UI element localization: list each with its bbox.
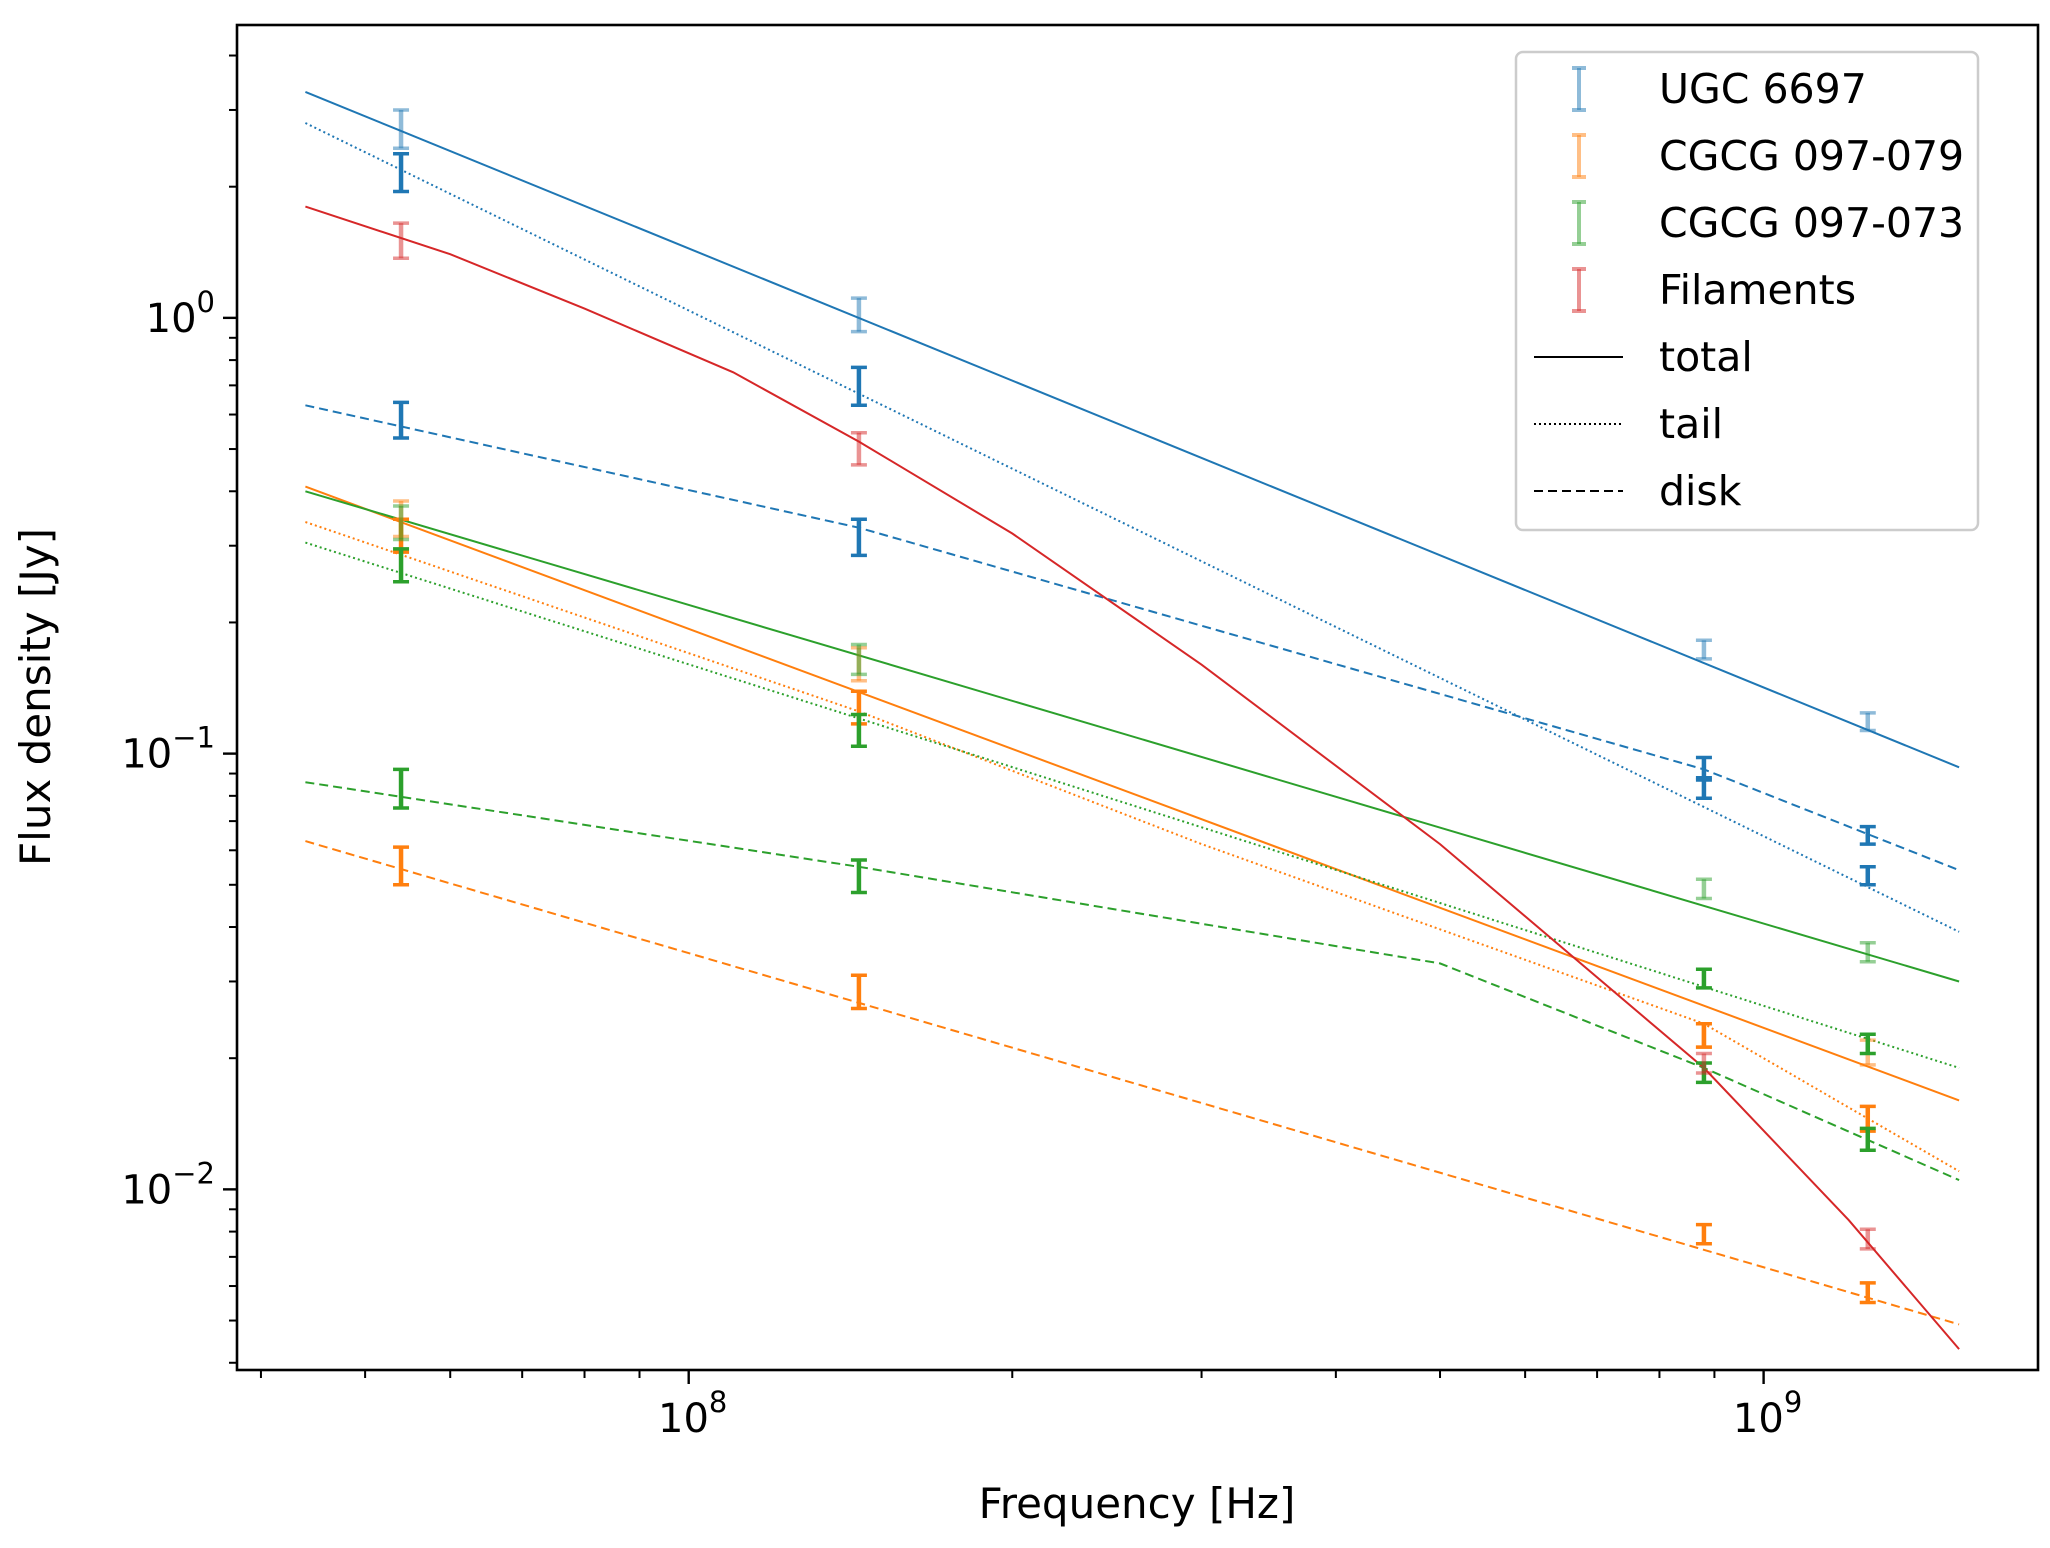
- errorbar-cgcg-097-079-disk-1: [850, 973, 867, 1011]
- series-line-cgcg-097-079-tail: [305, 521, 1960, 1173]
- series-line-ugc-6697-tail: [304, 122, 1960, 933]
- errorbar-ugc-6697-tail-3: [1859, 865, 1876, 887]
- x-axis-title: Frequency [Hz]: [979, 1479, 1296, 1528]
- legend-label: disk: [1659, 467, 1742, 515]
- legend-item-cgcg-097-079: CGCG 097-079: [1572, 132, 1964, 180]
- errorbar-cgcg-097-079-tail-2: [1695, 1021, 1712, 1049]
- errorbar-filaments-2: [1695, 1051, 1712, 1075]
- errorbar-cgcg-097-073-0: [393, 504, 410, 542]
- errorbar-cgcg-097-073-tail-3: [1859, 1032, 1876, 1056]
- series-line-cgcg-097-079-disk: [305, 840, 1960, 1326]
- errorbar-filaments-3: [1859, 1227, 1876, 1251]
- errorbar-ugc-6697-disk-3: [1859, 824, 1876, 846]
- errorbar-filaments-1: [850, 430, 867, 467]
- series-line-cgcg-097-073-disk: [305, 781, 1960, 1182]
- errorbar-cgcg-097-073-tail-1: [850, 712, 867, 748]
- errorbar-ugc-6697-2: [1695, 638, 1712, 661]
- errorbar-cgcg-097-073-tail-0: [393, 547, 410, 584]
- errorbar-ugc-6697-3: [1859, 711, 1876, 733]
- y-axis-title: Flux density [Jy]: [11, 528, 60, 866]
- legend-label: CGCG 097-073: [1659, 199, 1964, 247]
- legend-handle: [1572, 267, 1586, 313]
- legend-item-disk: disk: [1534, 467, 1742, 515]
- errorbar-cgcg-097-079-disk-3: [1859, 1281, 1876, 1305]
- errorbar-cgcg-097-079-disk-2: [1695, 1222, 1712, 1246]
- series-line-ugc-6697-disk: [305, 404, 1960, 872]
- errorbar-ugc-6697-disk-0: [393, 400, 410, 440]
- legend-item-filaments: Filaments: [1572, 266, 1856, 314]
- plot-frame: [235, 23, 2040, 1372]
- series-line-cgcg-097-073-tail: [305, 541, 1960, 1069]
- series-line-cgcg-097-079-total: [305, 485, 1960, 1102]
- series-line-cgcg-097-073-total: [305, 490, 1960, 983]
- legend-handle: [1572, 133, 1586, 179]
- legend: UGC 6697 CGCG 097-079 CGCG 097-073 Filament…: [1514, 50, 1980, 532]
- series-line-ugc-6697-total: [305, 90, 1960, 769]
- legend-label: total: [1659, 333, 1753, 381]
- legend-label: UGC 6697: [1659, 65, 1867, 113]
- errorbar-cgcg-097-073-disk-0: [393, 767, 410, 810]
- legend-box: [1514, 50, 1980, 532]
- series-lines: [304, 90, 1960, 1350]
- errorbar-cgcg-097-073-tail-2: [1695, 967, 1712, 990]
- legend-item-tail: tail: [1534, 400, 1723, 448]
- errorbar-ugc-6697-tail-0: [393, 152, 410, 194]
- errorbar-ugc-6697-0: [393, 108, 410, 151]
- errorbar-cgcg-097-079-disk-0: [393, 845, 410, 887]
- legend-label: tail: [1659, 400, 1723, 448]
- errorbar-cgcg-097-073-2: [1695, 877, 1712, 901]
- legend-item-cgcg-097-073: CGCG 097-073: [1572, 199, 1964, 247]
- errorbar-ugc-6697-disk-1: [850, 517, 867, 558]
- errorbar-ugc-6697-tail-2: [1695, 778, 1712, 800]
- errorbar-filaments-0: [393, 221, 410, 261]
- legend-label: CGCG 097-079: [1659, 132, 1964, 180]
- errorbar-markers: [393, 108, 1876, 1305]
- legend-item-total: total: [1534, 333, 1753, 381]
- errorbar-cgcg-097-073-disk-3: [1859, 1126, 1876, 1152]
- legend-handle: [1572, 200, 1586, 246]
- errorbar-ugc-6697-tail-1: [850, 365, 867, 408]
- errorbar-cgcg-097-073-3: [1859, 941, 1876, 964]
- errorbar-ugc-6697-1: [850, 296, 867, 334]
- errorbar-cgcg-097-073-disk-1: [850, 858, 867, 895]
- legend-handle: [1572, 66, 1586, 112]
- legend-label: Filaments: [1659, 266, 1856, 314]
- legend-item-ugc-6697: UGC 6697: [1572, 65, 1867, 113]
- series-line-filaments-total: [305, 205, 1960, 1350]
- errorbar-cgcg-097-073-1: [850, 642, 867, 677]
- errorbar-ugc-6697-disk-2: [1695, 755, 1712, 780]
